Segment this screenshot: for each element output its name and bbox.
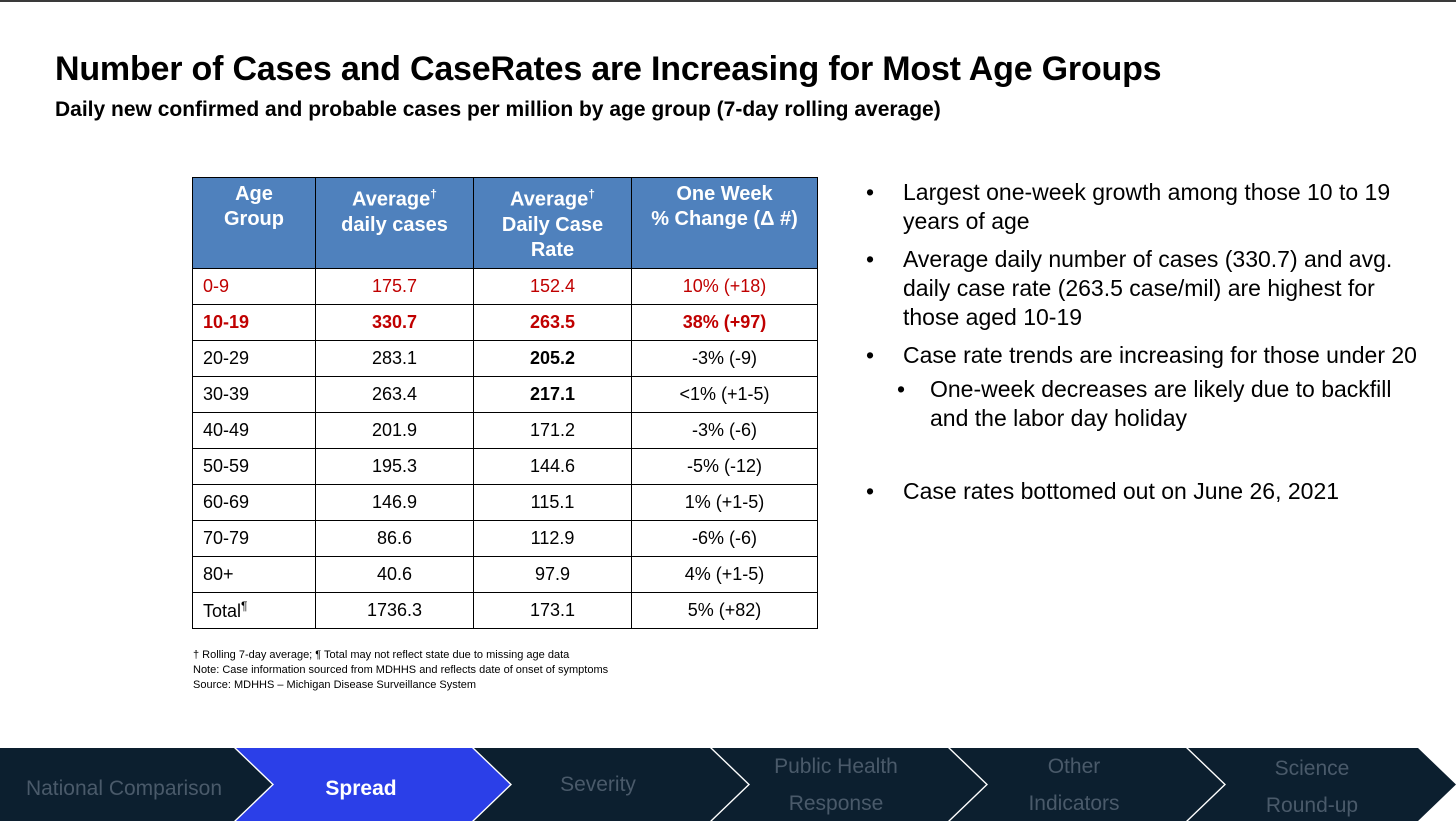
- rate-cell: 152.4: [473, 268, 632, 305]
- nav-item-spread[interactable]: Spread: [325, 777, 397, 800]
- bullet-dot-icon: •: [897, 376, 906, 402]
- nav-item-other-indicators[interactable]: Other Indicators: [1028, 754, 1120, 815]
- total-label-cell: Total¶: [192, 592, 316, 629]
- age-cell: 70-79: [192, 520, 316, 557]
- cases-cell: 283.1: [315, 340, 474, 377]
- header-one-week-change: One Week % Change (Δ #): [631, 177, 818, 269]
- cases-cell: 201.9: [315, 412, 474, 449]
- header-age-group: Age Group: [192, 177, 316, 269]
- table-row: 40-49 201.9 171.2 -3% (-6): [192, 412, 818, 449]
- age-cell: 30-39: [192, 376, 316, 413]
- table-row: 80+ 40.6 97.9 4% (+1-5): [192, 556, 818, 593]
- age-cell: 10-19: [192, 304, 316, 341]
- footnote-line: Note: Case information sourced from MDHH…: [193, 664, 609, 676]
- header-average-daily-cases: Average† daily cases: [315, 177, 474, 269]
- bullet-dot-icon: •: [866, 342, 875, 368]
- table-footnotes: † Rolling 7-day average; ¶ Total may not…: [193, 648, 608, 693]
- page-subtitle: Daily new confirmed and probable cases p…: [55, 98, 941, 121]
- nav-chevron-active[interactable]: [236, 748, 510, 821]
- page-title: Number of Cases and CaseRates are Increa…: [55, 50, 1162, 88]
- age-cell: 80+: [192, 556, 316, 593]
- key-findings-list: • Largest one-week growth among those 10…: [866, 178, 1426, 515]
- table-row: 10-19 330.7 263.5 38% (+97): [192, 304, 818, 341]
- footnote-line: Source: MDHHS – Michigan Disease Surveil…: [193, 679, 477, 691]
- table-row: 50-59 195.3 144.6 -5% (-12): [192, 448, 818, 485]
- age-cell: 60-69: [192, 484, 316, 521]
- cases-cell: 195.3: [315, 448, 474, 485]
- bullet-item: • Case rate trends are increasing for th…: [866, 342, 1417, 368]
- change-cell: <1% (+1-5): [631, 376, 818, 413]
- cases-cell: 175.7: [315, 268, 474, 305]
- nav-item-severity[interactable]: Severity: [560, 773, 636, 796]
- rate-cell: 97.9: [473, 556, 632, 593]
- header-average-daily-case-rate: Average† Daily Case Rate: [473, 177, 632, 269]
- rate-cell: 171.2: [473, 412, 632, 449]
- nav-chevron[interactable]: [950, 748, 1224, 821]
- nav-chevron[interactable]: [1188, 748, 1456, 821]
- rate-cell: 205.2: [473, 340, 632, 377]
- age-group-table: Age Group Average† daily cases Average† …: [192, 177, 818, 629]
- age-cell: 50-59: [192, 448, 316, 485]
- nav-chevron[interactable]: [474, 748, 748, 821]
- age-cell: 0-9: [192, 268, 316, 305]
- dagger-mark: †: [430, 187, 437, 201]
- bullet-item: • Largest one-week growth among those 10…: [866, 179, 1391, 234]
- table-row: 60-69 146.9 115.1 1% (+1-5): [192, 484, 818, 521]
- rate-cell: 112.9: [473, 520, 632, 557]
- change-cell: 5% (+82): [631, 592, 818, 629]
- change-cell: 1% (+1-5): [631, 484, 818, 521]
- change-cell: -6% (-6): [631, 520, 818, 557]
- cases-cell: 330.7: [315, 304, 474, 341]
- change-cell: -3% (-9): [631, 340, 818, 377]
- table-header-row: Age Group Average† daily cases Average† …: [192, 177, 818, 269]
- table-row: 70-79 86.6 112.9 -6% (-6): [192, 520, 818, 557]
- cases-cell: 40.6: [315, 556, 474, 593]
- top-rule: [0, 0, 1456, 2]
- table-row: 30-39 263.4 217.1 <1% (+1-5): [192, 376, 818, 413]
- nav-item-public-health-response[interactable]: Public Health Response: [774, 754, 898, 815]
- rate-cell: 263.5: [473, 304, 632, 341]
- cases-cell: 86.6: [315, 520, 474, 557]
- pilcrow-mark: ¶: [241, 599, 248, 613]
- change-cell: 38% (+97): [631, 304, 818, 341]
- change-cell: 10% (+18): [631, 268, 818, 305]
- change-cell: -5% (-12): [631, 448, 818, 485]
- bullet-dot-icon: •: [866, 246, 875, 272]
- nav-chevron[interactable]: [712, 748, 986, 821]
- age-cell: 40-49: [192, 412, 316, 449]
- rate-cell: 115.1: [473, 484, 632, 521]
- rate-cell: 217.1: [473, 376, 632, 413]
- cases-cell: 263.4: [315, 376, 474, 413]
- bullet-dot-icon: •: [866, 179, 875, 205]
- dagger-mark: †: [588, 187, 595, 201]
- footnote-line: † Rolling 7-day average; ¶ Total may not…: [193, 649, 570, 661]
- nav-item-national-comparison[interactable]: National Comparison: [25, 777, 223, 800]
- age-cell: 20-29: [192, 340, 316, 377]
- bullet-item: • Average daily number of cases (330.7) …: [866, 246, 1393, 330]
- table-row: 20-29 283.1 205.2 -3% (-9): [192, 340, 818, 377]
- cases-cell: 146.9: [315, 484, 474, 521]
- rate-cell: 173.1: [473, 592, 632, 629]
- change-cell: 4% (+1-5): [631, 556, 818, 593]
- section-nav-bar: [0, 748, 1456, 821]
- bullet-dot-icon: •: [866, 478, 875, 504]
- nav-chevron[interactable]: [0, 748, 272, 821]
- table-row: 0-9 175.7 152.4 10% (+18): [192, 268, 818, 305]
- nav-item-science-round-up[interactable]: Science Round-up: [1265, 756, 1359, 817]
- table-total-row: Total¶ 1736.3 173.1 5% (+82): [192, 592, 818, 629]
- nav-chevrons: [0, 748, 1456, 821]
- rate-cell: 144.6: [473, 448, 632, 485]
- sub-bullet-item: • One-week decreases are likely due to b…: [897, 376, 1392, 431]
- bullet-item: • Case rates bottomed out on June 26, 20…: [866, 478, 1340, 504]
- change-cell: -3% (-6): [631, 412, 818, 449]
- cases-cell: 1736.3: [315, 592, 474, 629]
